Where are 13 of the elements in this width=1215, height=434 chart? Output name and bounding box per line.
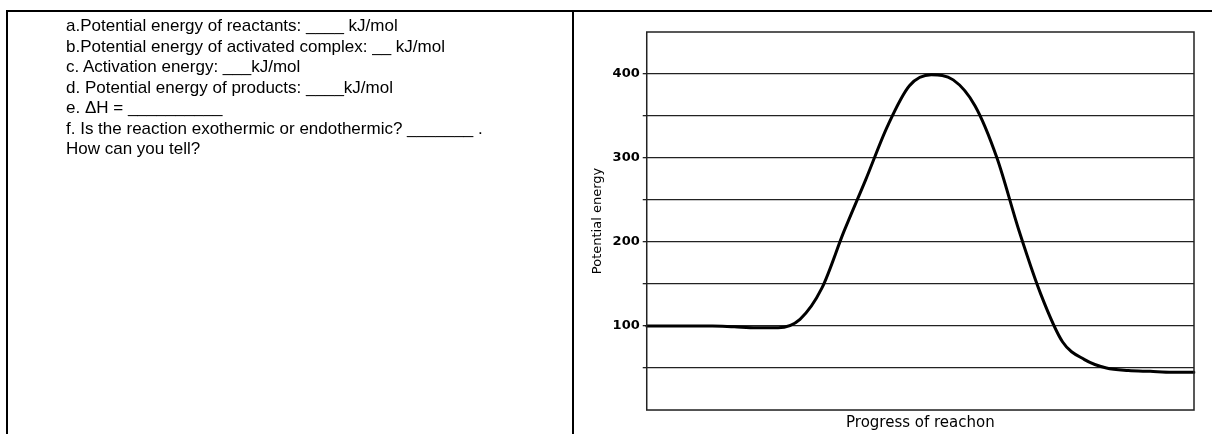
y-tick-label: 400 [612,65,640,81]
text: f. Is the reaction exothermic or endothermic? _______ . How can you tell? [66,118,484,160]
x-axis-title: Progress of reachon [846,412,995,431]
y-tick-label: 300 [612,149,640,165]
text: a.Potential energy of reactants: ____ kJ/mol [66,16,399,37]
text: e. ΔH = __________ [66,98,224,119]
text: d. Potential energy of products: ____kJ/mol [66,77,394,98]
text: c. Activation energy: ___kJ/mol [66,57,302,78]
y-tick-label: 200 [612,233,640,249]
y-tick-label: 100 [612,317,640,333]
text: b.Potential energy of activated complex: __ kJ/mol [66,36,446,57]
line-series [645,73,1196,374]
y-axis-title: Potential energy [589,167,605,275]
